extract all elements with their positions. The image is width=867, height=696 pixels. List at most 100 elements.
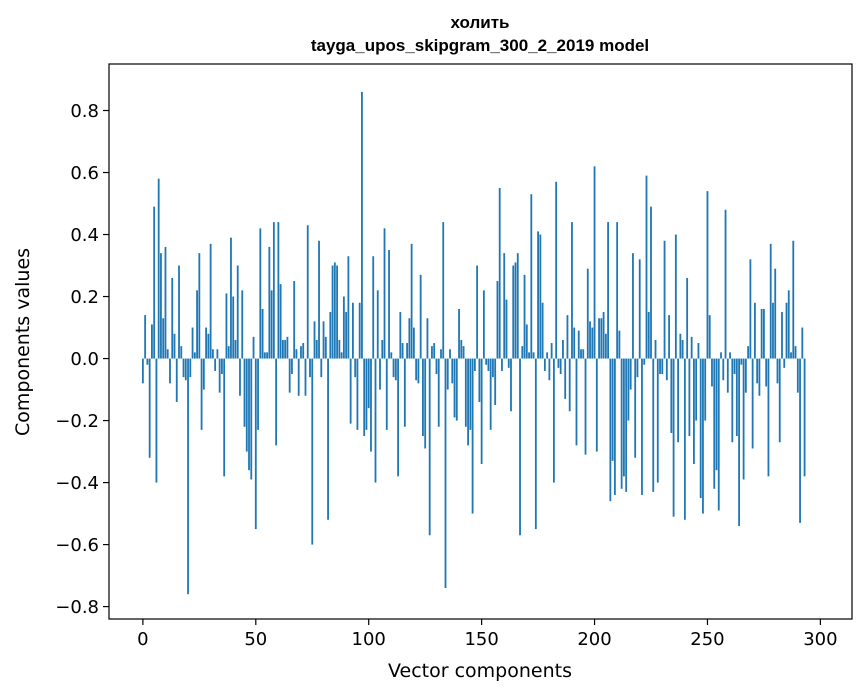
bar-45 <box>243 358 246 427</box>
bar-66 <box>291 358 293 375</box>
bar-197 <box>586 268 589 359</box>
bar-231 <box>663 240 666 359</box>
bar-23 <box>193 352 196 359</box>
bar-15 <box>175 358 178 402</box>
bar-58 <box>272 222 275 359</box>
bar-51 <box>257 358 259 430</box>
bar-276 <box>765 358 768 387</box>
bar-225 <box>650 206 652 359</box>
bar-145 <box>469 358 472 430</box>
x-axis-label: Vector components <box>388 660 572 682</box>
bar-275 <box>763 308 765 359</box>
bar-22 <box>191 327 194 359</box>
bar-171 <box>528 352 530 359</box>
y-tick-label: 0.0 <box>70 349 99 370</box>
bar-174 <box>534 358 537 530</box>
bar-208 <box>611 358 614 461</box>
bar-114 <box>399 312 402 359</box>
bar-161 <box>505 299 508 359</box>
bar-229 <box>659 358 661 375</box>
bar-222 <box>643 358 646 365</box>
y-tick-label: 0.6 <box>70 163 99 184</box>
bar-81 <box>324 336 327 359</box>
bar-132 <box>440 349 442 359</box>
bar-216 <box>629 358 632 390</box>
bar-70 <box>300 346 302 359</box>
bar-213 <box>623 358 625 477</box>
bar-6 <box>155 358 158 483</box>
bar-52 <box>259 228 262 359</box>
bar-226 <box>652 358 655 492</box>
y-tick-label: −0.8 <box>55 597 99 618</box>
bar-286 <box>787 290 790 359</box>
x-tick-label: 100 <box>352 629 386 650</box>
y-axis-ticks: −0.8 −0.6 −0.4 −0.2 0.0 0.2 0.4 0.6 0.8 <box>55 101 109 618</box>
bar-29 <box>207 333 210 359</box>
bar-41 <box>234 339 237 359</box>
bar-127 <box>428 358 431 536</box>
bar-112 <box>394 358 397 381</box>
bar-235 <box>672 358 675 517</box>
bar-181 <box>550 343 553 359</box>
bar-47 <box>248 358 250 471</box>
bar-240 <box>683 358 686 520</box>
bar-126 <box>426 318 429 359</box>
bar-13 <box>171 277 174 359</box>
bar-177 <box>541 302 544 359</box>
bar-207 <box>609 358 612 502</box>
bar-196 <box>584 358 587 455</box>
x-axis-ticks: 0 50 100 150 200 250 300 <box>137 619 838 650</box>
bar-96 <box>358 302 361 359</box>
bar-180 <box>548 358 551 381</box>
bar-11 <box>166 349 169 359</box>
bar-104 <box>376 290 379 359</box>
bar-32 <box>214 358 217 371</box>
bar-290 <box>796 358 799 393</box>
bar-103 <box>374 358 377 483</box>
bar-221 <box>641 358 643 495</box>
bar-289 <box>794 346 797 359</box>
bar-53 <box>261 308 264 359</box>
bar-261 <box>731 358 734 443</box>
bar-167 <box>519 358 521 536</box>
bar-68 <box>295 349 298 359</box>
bar-232 <box>665 358 668 381</box>
bar-257 <box>722 358 725 381</box>
bar-117 <box>406 343 409 359</box>
x-tick-label: 50 <box>244 629 267 650</box>
bar-241 <box>686 277 689 359</box>
bar-75 <box>311 358 314 545</box>
bar-264 <box>738 358 740 526</box>
bar-142 <box>462 346 465 359</box>
bar-194 <box>580 349 582 359</box>
bar-18 <box>182 358 185 378</box>
bar-291 <box>799 358 801 523</box>
bar-128 <box>431 346 433 359</box>
bar-113 <box>397 358 399 477</box>
bar-60 <box>277 222 280 359</box>
bar-237 <box>677 358 680 443</box>
y-tick-label: 0.4 <box>70 225 99 246</box>
bar-256 <box>720 352 722 359</box>
bar-56 <box>268 246 271 359</box>
bar-265 <box>740 358 743 365</box>
bar-155 <box>492 358 494 378</box>
bar-9 <box>162 318 165 359</box>
bar-42 <box>236 265 239 359</box>
bar-49 <box>252 336 255 359</box>
bar-283 <box>781 312 783 359</box>
bar-110 <box>390 352 393 359</box>
bar-228 <box>656 358 659 483</box>
bar-242 <box>688 358 691 437</box>
bar-204 <box>602 312 605 359</box>
bar-99 <box>365 358 368 430</box>
bar-185 <box>559 358 562 375</box>
chart-title: холить <box>450 13 509 32</box>
bar-187 <box>564 358 567 399</box>
bar-61 <box>279 284 282 359</box>
bar-7 <box>157 178 160 359</box>
bar-162 <box>507 358 510 368</box>
bar-211 <box>618 330 621 359</box>
bar-230 <box>661 358 664 375</box>
